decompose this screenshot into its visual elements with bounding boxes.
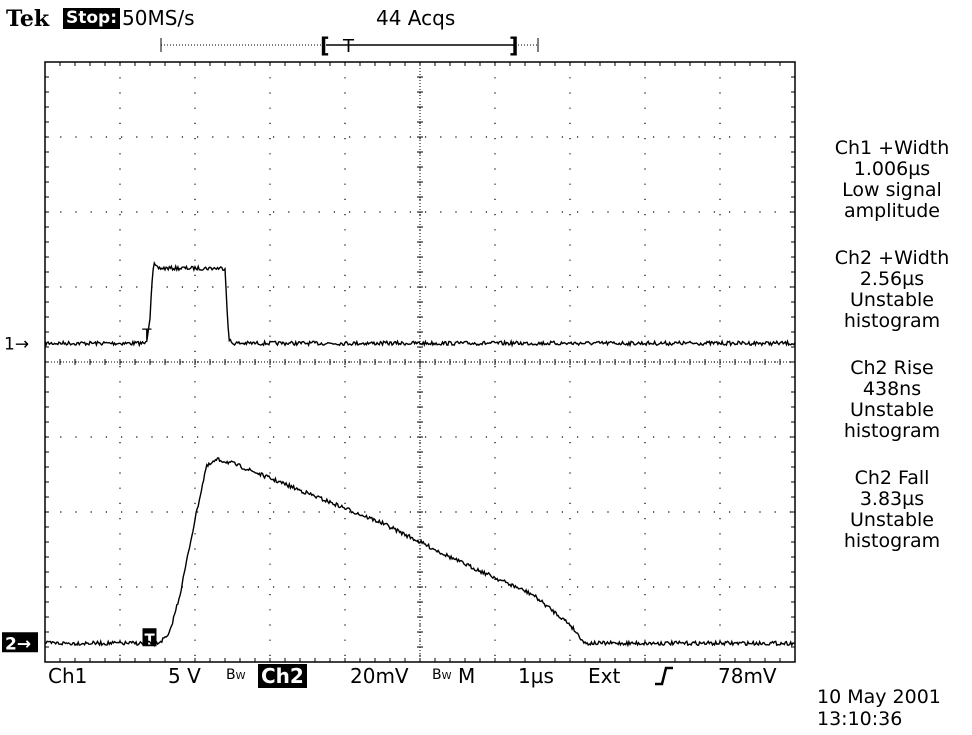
measurement-status: histogram bbox=[843, 530, 941, 552]
trace-ch2 bbox=[44, 457, 796, 648]
rising-edge-icon bbox=[655, 666, 673, 686]
measurement-title: Ch2 Rise bbox=[850, 357, 934, 379]
acquisition-count: 44 Acqs bbox=[376, 6, 456, 30]
ch1-scale: 5 V bbox=[168, 664, 201, 688]
main-timebase-label: M bbox=[458, 664, 476, 688]
measurement-title: Ch2 +Width bbox=[834, 247, 950, 269]
datestamp: 10 May 2001 13:10:36 bbox=[817, 686, 941, 730]
trigger-level: 78mV bbox=[718, 664, 777, 688]
ch2-scale: 20mV bbox=[350, 664, 409, 688]
measurement-value: 438ns bbox=[862, 378, 922, 400]
date: 10 May 2001 bbox=[817, 686, 941, 708]
measurement-title: Ch1 +Width bbox=[834, 137, 950, 159]
trigger-position-marker: T bbox=[342, 36, 355, 57]
measurement-title: Ch2 Fall bbox=[854, 467, 930, 489]
measurement-value: 2.56µs bbox=[859, 268, 925, 290]
trigger-source: Ext bbox=[588, 664, 621, 688]
measurement-value: 1.006µs bbox=[853, 158, 931, 180]
measurement-ch2-fall: Ch2 Fall 3.83µs Unstable histogram bbox=[812, 468, 972, 552]
overlay: [] T 1→ 2→ T T bbox=[2, 34, 539, 654]
measurement-status: histogram bbox=[843, 310, 941, 332]
measurement-status: Unstable bbox=[850, 289, 934, 311]
trigger-level-marker: T bbox=[145, 630, 156, 648]
ch1-label: Ch1 bbox=[48, 664, 88, 688]
trace-ch1 bbox=[44, 261, 796, 348]
ch1-ground-marker: 1→ bbox=[4, 334, 29, 354]
measurement-ch1-width: Ch1 +Width 1.006µs Low signal amplitude bbox=[812, 138, 972, 222]
window-bracket-left: [ bbox=[320, 34, 330, 58]
bandwidth-limit-ch1: BW bbox=[226, 667, 246, 683]
measurement-status: Low signal bbox=[842, 179, 942, 201]
ch2-marker-bg bbox=[2, 632, 38, 653]
measurement-status: Unstable bbox=[850, 509, 934, 531]
measurement-status: Unstable bbox=[850, 399, 934, 421]
measurement-ch2-rise: Ch2 Rise 438ns Unstable histogram bbox=[812, 358, 972, 442]
traces bbox=[44, 261, 796, 648]
timebase-scale: 1µs bbox=[518, 664, 554, 688]
run-status-badge: Stop: bbox=[63, 8, 121, 29]
measurement-status: amplitude bbox=[843, 200, 940, 222]
brand-logo: Tek bbox=[6, 6, 50, 32]
measurement-status: histogram bbox=[843, 420, 941, 442]
measurement-value: 3.83µs bbox=[859, 488, 925, 510]
sample-rate: 50MS/s bbox=[122, 6, 195, 30]
ch2-ground-marker: 2→ bbox=[5, 634, 31, 654]
window-bracket-right: ] bbox=[509, 34, 519, 58]
ch2-label: Ch2 bbox=[258, 664, 307, 688]
trigger-point-marker: T bbox=[141, 325, 152, 343]
measurement-ch2-width: Ch2 +Width 2.56µs Unstable histogram bbox=[812, 248, 972, 332]
bandwidth-limit-ch2: BW bbox=[432, 667, 452, 683]
time: 13:10:36 bbox=[817, 708, 903, 730]
graticule bbox=[44, 61, 796, 663]
